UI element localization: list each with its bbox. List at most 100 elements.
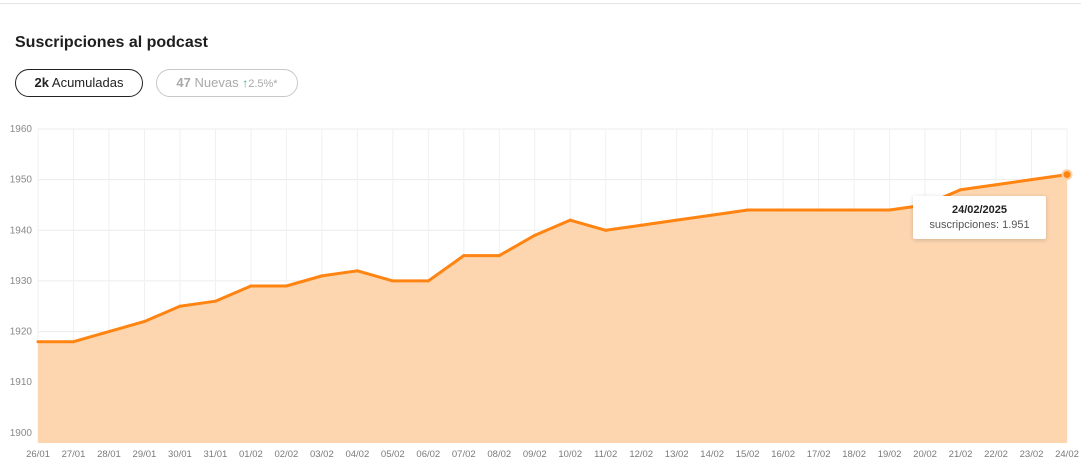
x-tick-label: 29/01 (133, 449, 157, 460)
x-tick-label: 06/02 (416, 449, 440, 460)
x-tick-label: 28/01 (97, 449, 121, 460)
data-point (391, 279, 395, 283)
chart-tooltip: 24/02/2025 suscripciones: 1.951 (913, 196, 1046, 239)
x-tick-label: 11/02 (594, 449, 617, 460)
x-tick-label: 16/02 (771, 449, 795, 460)
x-tick-label: 26/01 (26, 449, 50, 460)
y-tick-label: 1960 (10, 124, 33, 135)
data-point (142, 319, 146, 323)
y-tick-label: 1910 (10, 377, 33, 388)
series-line-segment (213, 284, 253, 303)
data-point (426, 279, 430, 283)
data-point (568, 218, 572, 222)
x-tick-label: 04/02 (345, 449, 369, 460)
data-point (639, 223, 643, 227)
accumulated-toggle[interactable]: 2k Acumuladas (15, 69, 143, 97)
new-label: Nuevas (194, 75, 239, 90)
y-tick-label: 1930 (10, 276, 33, 287)
x-tick-label: 09/02 (523, 449, 547, 460)
data-point (71, 340, 75, 344)
data-point (852, 208, 856, 212)
x-tick-label: 14/02 (700, 449, 724, 460)
data-point (994, 183, 998, 187)
new-toggle[interactable]: 47 Nuevas ↑2.5%* (156, 69, 298, 97)
data-point (284, 284, 288, 288)
y-tick-label: 1940 (10, 225, 33, 236)
series-line-segment (959, 183, 998, 192)
x-tick-label: 13/02 (665, 449, 689, 460)
data-point (959, 188, 963, 192)
x-tick-label: 31/01 (204, 449, 228, 460)
series-line-segment (710, 208, 750, 217)
x-tick-label: 15/02 (736, 449, 760, 460)
y-tick-label: 1950 (10, 175, 33, 186)
data-point (36, 340, 40, 344)
x-tick-label: 18/02 (842, 449, 866, 460)
series-line-segment (178, 299, 217, 308)
series-line-segment (497, 233, 537, 258)
x-tick-label: 23/02 (1020, 449, 1044, 460)
x-tick-label: 27/01 (62, 449, 86, 460)
tooltip-value: suscripciones: 1.951 (929, 219, 1030, 231)
highlighted-point (1061, 169, 1073, 181)
y-tick-label: 1900 (10, 428, 33, 439)
data-point (1030, 178, 1034, 182)
data-point (320, 274, 324, 278)
new-value: 47 (176, 75, 191, 90)
area-fill (38, 174, 1067, 444)
top-divider (0, 3, 1081, 4)
x-tick-label: 07/02 (452, 449, 476, 460)
tooltip-date: 24/02/2025 (951, 204, 1008, 216)
data-point (817, 208, 821, 212)
series-line-segment (604, 223, 643, 232)
series-line-segment (320, 269, 359, 278)
series-line-segment (639, 218, 679, 227)
data-point (178, 304, 182, 308)
data-point (746, 208, 750, 212)
x-tick-label: 30/01 (168, 449, 192, 460)
series-line-segment (71, 330, 111, 344)
x-tick-label: 05/02 (381, 449, 405, 460)
x-tick-label: 02/02 (274, 449, 298, 460)
data-point (462, 254, 466, 258)
x-tick-label: 03/02 (310, 449, 334, 460)
series-line-segment (142, 304, 182, 323)
accumulated-label: Acumuladas (51, 75, 124, 90)
x-tick-label: 21/02 (949, 449, 973, 460)
x-tick-label: 19/02 (878, 449, 902, 460)
data-point (604, 228, 608, 232)
x-tick-label: 10/02 (558, 449, 582, 460)
series-line-segment (675, 213, 714, 222)
x-tick-label: 08/02 (487, 449, 511, 460)
data-point (888, 208, 892, 212)
x-tick-label: 17/02 (807, 449, 831, 460)
data-point (533, 233, 537, 237)
y-tick-label: 1920 (10, 327, 33, 338)
x-tick-label: 01/02 (239, 449, 263, 460)
data-point (249, 284, 253, 288)
x-tick-label: 12/02 (629, 449, 653, 460)
series-line-segment (568, 218, 608, 232)
x-tick-label: 22/02 (984, 449, 1008, 460)
series-line-segment (107, 319, 146, 334)
series-line-segment (426, 254, 466, 283)
chart-title: Suscripciones al podcast (15, 34, 208, 51)
series-line-segment (533, 218, 572, 237)
x-tick-label: 20/02 (913, 449, 937, 460)
data-point (675, 218, 679, 222)
series-line-segment (994, 178, 1034, 187)
series-line-segment (284, 274, 324, 288)
data-point (355, 269, 359, 273)
data-point (107, 330, 111, 334)
data-point (710, 213, 714, 217)
accumulated-value: 2k (34, 75, 49, 90)
arrow-up-icon: ↑ (242, 76, 249, 90)
series-line-segment (1030, 173, 1069, 182)
data-point (213, 299, 217, 303)
series-line-segment (355, 269, 395, 283)
data-point (497, 254, 501, 258)
new-change: 2.5%* (248, 78, 278, 90)
x-tick-label: 24/02 (1055, 449, 1079, 460)
data-point (781, 208, 785, 212)
